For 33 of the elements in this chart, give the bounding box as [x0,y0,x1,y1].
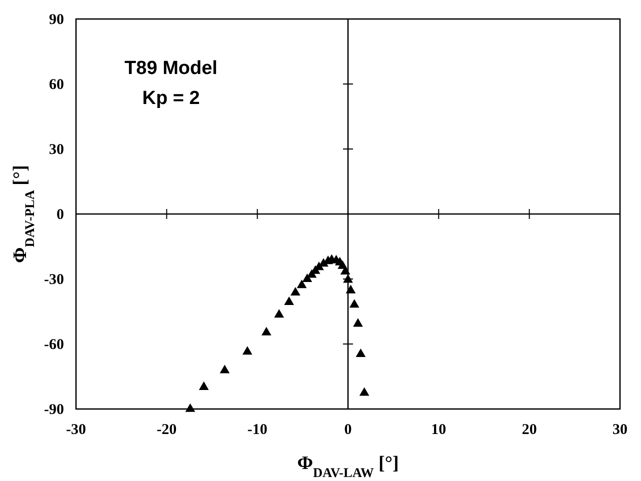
y-tick-label: -90 [44,402,64,418]
x-tick-label: 0 [344,422,352,438]
point [185,403,196,412]
y-tick-label: 0 [56,207,64,223]
point [284,296,294,306]
y-tick-label: -30 [44,272,64,288]
x-tick-label: 10 [431,422,446,438]
annotation: T89 Model [124,58,218,79]
point [198,381,209,390]
point [353,318,363,327]
point [302,274,312,282]
point [349,299,360,308]
point [296,280,307,288]
x-tick-label: 20 [522,422,537,438]
x-tick-label: -30 [66,422,86,438]
point [274,309,284,318]
x-axis-title: Φ$_{DAV-LAW}$ [°] [297,453,399,480]
annotation: Kp = 2 [142,88,200,109]
point [343,274,353,283]
point [359,387,370,396]
y-tick-label: 90 [49,12,64,28]
point [220,364,230,374]
point [261,326,272,336]
x-tick-label: -20 [156,422,177,438]
y-tick-label: 30 [49,142,64,158]
x-tick-label: -10 [247,422,268,438]
point [356,348,366,358]
x-tick-label: 30 [612,422,628,438]
point [242,346,252,355]
point [290,286,300,296]
y-tick-label: -60 [44,337,64,353]
y-tick-label: 60 [49,77,64,93]
point [346,284,356,294]
